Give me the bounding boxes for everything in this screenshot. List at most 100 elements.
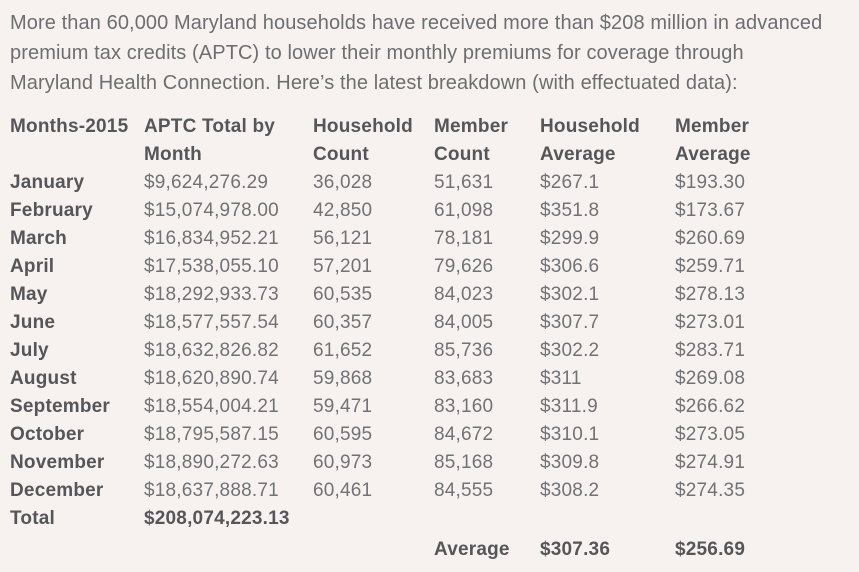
cell: $310.1 bbox=[540, 424, 600, 445]
table-row: February $15,074,978.00 42,850 61,098 $351.8… bbox=[10, 197, 859, 225]
column-header-household-average: Household Average bbox=[540, 113, 675, 169]
cell: 84,672 bbox=[434, 424, 494, 445]
table-body: January $9,624,276.29 36,028 51,631 $267.1 $1… bbox=[10, 169, 859, 564]
cell: $260.69 bbox=[675, 228, 746, 249]
row-label: October bbox=[10, 424, 85, 445]
cell: Average bbox=[434, 539, 510, 560]
column-header-aptc-total-by-month: APTC Total by Month bbox=[144, 113, 313, 169]
cell: 61,652 bbox=[313, 340, 373, 361]
row-label: March bbox=[10, 228, 67, 249]
table-row: January $9,624,276.29 36,028 51,631 $267.1 $1… bbox=[10, 169, 859, 197]
header-row: Months-2015 APTC Total by Month Household … bbox=[10, 113, 859, 169]
cell: $309.8 bbox=[540, 452, 600, 473]
cell: 60,595 bbox=[313, 424, 373, 445]
cell: $15,074,978.00 bbox=[144, 200, 279, 221]
table-row: October $18,795,587.15 60,595 84,672 $310.1 $… bbox=[10, 421, 859, 449]
column-header-label: Member Count bbox=[434, 116, 509, 165]
cell: $302.1 bbox=[540, 284, 600, 305]
cell: $193.30 bbox=[675, 172, 746, 193]
row-label: August bbox=[10, 368, 77, 389]
aptc-table: Months-2015 APTC Total by Month Household … bbox=[10, 113, 859, 564]
table-row: June $18,577,557.54 60,357 84,005 $307.7 $273… bbox=[10, 309, 859, 337]
row-label: November bbox=[10, 452, 105, 473]
cell: $308.2 bbox=[540, 480, 600, 501]
row-label: April bbox=[10, 256, 55, 277]
cell: 78,181 bbox=[434, 228, 494, 249]
cell: 60,357 bbox=[313, 312, 373, 333]
cell: $18,890,272.63 bbox=[144, 452, 279, 473]
column-header-label: Household Count bbox=[313, 116, 413, 165]
cell: $208,074,223.13 bbox=[144, 508, 290, 529]
cell: $274.35 bbox=[675, 480, 746, 501]
cell: $274.91 bbox=[675, 452, 746, 473]
column-header-months-2015: Months-2015 bbox=[10, 113, 144, 169]
row-label: December bbox=[10, 480, 104, 501]
table-row: November $18,890,272.63 60,973 85,168 $309.8… bbox=[10, 449, 859, 477]
cell: 84,023 bbox=[434, 284, 494, 305]
cell: 56,121 bbox=[313, 228, 373, 249]
cell: $273.01 bbox=[675, 312, 746, 333]
cell bbox=[144, 533, 313, 564]
cell: $278.13 bbox=[675, 284, 746, 305]
table-row: August $18,620,890.74 59,868 83,683 $311 $269… bbox=[10, 365, 859, 393]
cell: 85,736 bbox=[434, 340, 494, 361]
cell: 42,850 bbox=[313, 200, 373, 221]
cell: 36,028 bbox=[313, 172, 373, 193]
cell bbox=[434, 505, 540, 533]
cell: 60,461 bbox=[313, 480, 373, 501]
table-row: September $18,554,004.21 59,471 83,160 $311.… bbox=[10, 393, 859, 421]
cell: 61,098 bbox=[434, 200, 494, 221]
row-label: January bbox=[10, 172, 85, 193]
cell: $18,795,587.15 bbox=[144, 424, 279, 445]
cell: $18,292,933.73 bbox=[144, 284, 279, 305]
cell: $351.8 bbox=[540, 200, 600, 221]
cell: $266.62 bbox=[675, 396, 746, 417]
cell: $311.9 bbox=[540, 396, 598, 417]
cell: $283.71 bbox=[675, 340, 746, 361]
average-row: Average $307.36 $256.69 bbox=[10, 533, 859, 564]
cell: $256.69 bbox=[675, 539, 746, 560]
column-header-member-average: Member Average bbox=[675, 113, 859, 169]
cell: $267.1 bbox=[540, 172, 600, 193]
table-row: May $18,292,933.73 60,535 84,023 $302.1 $278.… bbox=[10, 281, 859, 309]
cell bbox=[675, 505, 859, 533]
cell: $273.05 bbox=[675, 424, 746, 445]
cell: $17,538,055.10 bbox=[144, 256, 279, 277]
row-label: July bbox=[10, 340, 49, 361]
cell bbox=[10, 533, 144, 564]
column-header-label: Member Average bbox=[675, 116, 751, 165]
cell bbox=[313, 533, 434, 564]
row-label: June bbox=[10, 312, 56, 333]
cell: $18,620,890.74 bbox=[144, 368, 279, 389]
cell: $311 bbox=[540, 368, 582, 389]
cell: $18,577,557.54 bbox=[144, 312, 279, 333]
row-label: September bbox=[10, 396, 111, 417]
total-row: Total $208,074,223.13 bbox=[10, 505, 859, 533]
cell: $18,632,826.82 bbox=[144, 340, 279, 361]
table-row: July $18,632,826.82 61,652 85,736 $302.2 $283… bbox=[10, 337, 859, 365]
column-header-label: Household Average bbox=[540, 116, 640, 165]
cell: $259.71 bbox=[675, 256, 746, 277]
cell: 59,471 bbox=[313, 396, 373, 417]
cell: 85,168 bbox=[434, 452, 494, 473]
table-header: Months-2015 APTC Total by Month Household … bbox=[10, 113, 859, 169]
cell: 79,626 bbox=[434, 256, 494, 277]
cell: $302.2 bbox=[540, 340, 600, 361]
row-label: Total bbox=[10, 508, 55, 529]
cell: 60,535 bbox=[313, 284, 373, 305]
table-row: April $17,538,055.10 57,201 79,626 $306.6 $25… bbox=[10, 253, 859, 281]
cell: 51,631 bbox=[434, 172, 494, 193]
table-row: March $16,834,952.21 56,121 78,181 $299.9 $26… bbox=[10, 225, 859, 253]
cell: 83,160 bbox=[434, 396, 494, 417]
cell: $299.9 bbox=[540, 228, 600, 249]
cell: 59,868 bbox=[313, 368, 373, 389]
cell: $306.6 bbox=[540, 256, 600, 277]
cell: $18,637,888.71 bbox=[144, 480, 279, 501]
column-header-member-count: Member Count bbox=[434, 113, 540, 169]
cell: 84,555 bbox=[434, 480, 494, 501]
column-header-household-count: Household Count bbox=[313, 113, 434, 169]
cell: $9,624,276.29 bbox=[144, 172, 269, 193]
row-label: February bbox=[10, 200, 93, 221]
table-row: December $18,637,888.71 60,461 84,555 $308.2… bbox=[10, 477, 859, 505]
